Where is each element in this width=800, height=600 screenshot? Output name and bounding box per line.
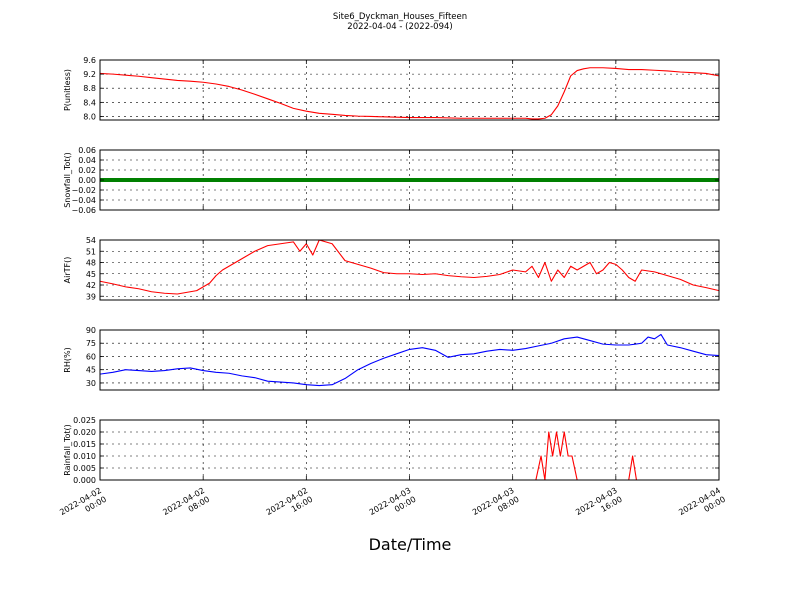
y-tick-label: 0.00 [78,176,96,185]
chart-subtitle: 2022-04-04 - (2022-094) [347,22,452,32]
y-tick-label: 60 [86,352,96,361]
x-tick-label: 2022-04-0300:00 [368,486,418,526]
panels: 8.0 8.4 8.8 9.2 9.6 P(unitless) −0.06−0.04−0.0… [63,56,720,485]
series-line [99,239,720,295]
y-tick-label: 0.020 [73,428,96,437]
y-axis-label: P(unitless) [63,69,72,111]
panel-4: 30 45 60 75 90 RH(%) [63,326,720,391]
y-tick-label: 0.010 [73,452,96,461]
y-tick-label: −0.06 [71,206,96,215]
y-tick-label: 0.02 [78,166,96,175]
y-tick-label: 90 [86,326,96,335]
x-tick-label: 2022-04-0400:00 [677,486,727,526]
y-tick-label: 75 [86,339,96,348]
y-axis-label: AirTF() [63,257,72,284]
x-tick-label: 2022-04-0216:00 [265,486,315,526]
y-tick-label: 8.4 [83,98,96,107]
y-tick-label: 9.2 [83,70,96,79]
y-tick-label: 39 [86,292,96,301]
y-tick-label: 51 [86,247,96,256]
y-tick-label: 45 [86,270,96,279]
y-tick-label: 54 [86,236,96,245]
y-axis-label: Snowfall_Tot() [63,152,72,208]
x-tick-label: 2022-04-0308:00 [471,486,521,526]
x-tick-label: 2022-04-0200:00 [58,486,108,526]
series-line [100,431,719,481]
panel-3: 39 42 45 48 51 54 AirTF() [63,236,720,301]
y-tick-label: 48 [86,259,96,268]
chart-title: Site6_Dyckman_Houses_Fifteen [333,12,467,22]
series-line [99,333,720,387]
y-tick-label: 0.06 [78,146,96,155]
y-axis-label: RH(%) [63,347,72,372]
y-axis-label: Rainfall_Tot() [63,424,72,476]
y-tick-label: −0.04 [71,196,96,205]
y-tick-label: 0.025 [73,416,96,425]
y-tick-label: 45 [86,366,96,375]
x-tick-label: 2022-04-0208:00 [161,486,211,526]
y-tick-label: 30 [86,379,96,388]
panel-1: 8.0 8.4 8.8 9.2 9.6 P(unitless) [63,56,720,121]
x-axis-label: Date/Time [369,535,452,554]
y-tick-label: 42 [86,281,96,290]
series-line [99,67,720,120]
y-tick-label: 9.6 [83,56,96,65]
y-tick-label: 0.005 [73,464,96,473]
panel-5: 0.000 0.005 0.010 0.015 0.020 0.025Rainfall_T… [63,416,720,485]
y-tick-label: 8.8 [83,84,96,93]
y-tick-label: 0.015 [73,440,96,449]
panel-2: −0.06−0.04−0.020.000.020.040.06 Snowfall_… [63,146,720,215]
y-tick-label: −0.02 [71,186,96,195]
x-axis-tick-labels: 2022-04-0200:00 2022-04-0208:00 2022-04-02… [58,486,727,526]
y-tick-label: 0.000 [73,476,96,485]
y-tick-label: 8.0 [83,112,96,121]
x-tick-label: 2022-04-0316:00 [574,486,624,526]
y-tick-label: 0.04 [78,156,96,165]
